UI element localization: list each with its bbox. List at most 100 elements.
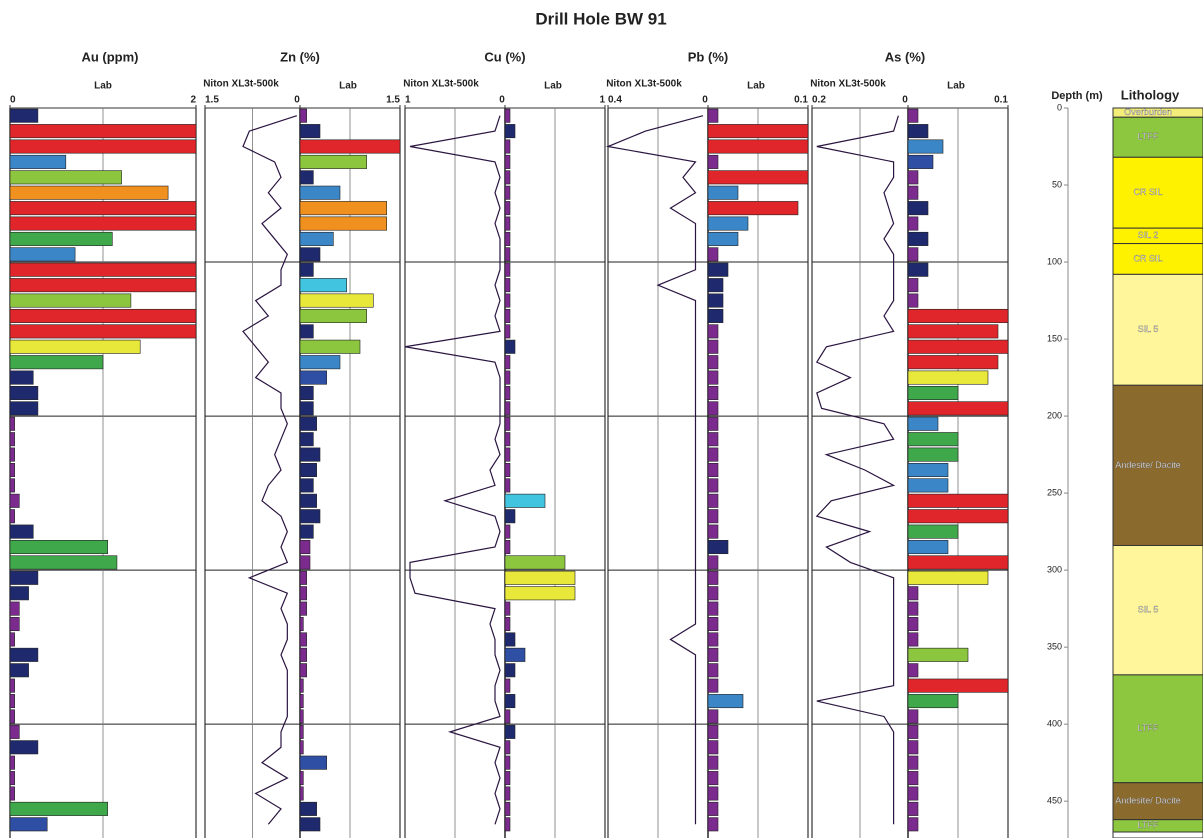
lab-bar [908, 417, 938, 430]
lab-bar [10, 109, 38, 122]
x-tick-label: 0.4 [608, 95, 622, 106]
lab-bar [10, 710, 15, 723]
lab-bar [10, 802, 108, 815]
lab-bar [300, 263, 313, 276]
lab-bar [300, 694, 303, 707]
lithology-label: SIL 5 [1138, 605, 1159, 615]
lab-bar [708, 217, 748, 230]
lab-bar [10, 756, 15, 769]
lab-bar [908, 802, 918, 815]
y-tick-label: 300 [1047, 565, 1062, 575]
lab-bar [300, 232, 333, 245]
lab-bar [300, 494, 317, 507]
lab-bar [708, 510, 718, 523]
lab-bar [300, 648, 307, 661]
lab-bar [708, 648, 718, 661]
lab-bar [505, 417, 510, 430]
lab-bar [908, 679, 1008, 692]
lab-bar [300, 756, 327, 769]
lab-bar [300, 140, 400, 153]
lab-bar [708, 787, 718, 800]
niton-label: Niton XL3t-500k [203, 79, 279, 90]
lab-bar [10, 201, 196, 214]
lab-bar [708, 355, 718, 368]
x-tick-label: 0.2 [812, 95, 826, 106]
lab-bar [908, 787, 918, 800]
lab-bar [708, 340, 718, 353]
lab-bar [10, 340, 140, 353]
lab-bar [505, 402, 510, 415]
lab-bar [505, 171, 510, 184]
lab-bar [708, 571, 718, 584]
lab-bar [10, 232, 112, 245]
lab-bar [300, 325, 313, 338]
lithology-label: SIL 5 [1138, 324, 1159, 334]
x-tick-label: 0 [294, 95, 300, 106]
y-tick-label: 350 [1047, 642, 1062, 652]
lab-bar [10, 818, 47, 831]
lab-bar [708, 756, 718, 769]
lab-bar [708, 155, 718, 168]
niton-line [405, 116, 500, 825]
lab-bar [708, 171, 808, 184]
lab-bar [908, 525, 958, 538]
lab-bar [10, 402, 38, 415]
lab-bar [505, 494, 545, 507]
lab-bar [300, 155, 367, 168]
lab-bar [300, 248, 320, 261]
lab-bar [10, 494, 19, 507]
lab-bar [505, 679, 510, 692]
lab-bar [300, 664, 307, 677]
lab-bar [10, 787, 15, 800]
lab-bar [10, 448, 15, 461]
lab-bar [505, 124, 515, 137]
lab-bar [300, 109, 307, 122]
lab-bar [10, 278, 196, 291]
lab-bar [908, 278, 918, 291]
lab-bar [505, 771, 510, 784]
y-tick-label: 250 [1047, 487, 1062, 497]
lab-bar [908, 818, 918, 831]
lab-bar [505, 432, 510, 445]
lab-bar [708, 587, 718, 600]
lab-bar [708, 248, 718, 261]
x-tick-label: 0.1 [794, 95, 808, 106]
lab-bar [708, 402, 718, 415]
y-tick-label: 100 [1047, 256, 1062, 266]
lithology-label: CR SIL [1133, 187, 1162, 197]
lab-bar [708, 556, 718, 569]
lab-bar [300, 617, 303, 630]
x-tick-label: 1 [599, 95, 605, 106]
lab-bar [708, 494, 718, 507]
lab-bar [10, 309, 196, 322]
lab-bar [300, 679, 303, 692]
lab-bar [505, 371, 510, 384]
lab-bar [505, 340, 515, 353]
niton-label: Niton XL3t-500k [403, 79, 479, 90]
lab-bar [10, 556, 117, 569]
lab-bar [908, 694, 958, 707]
lab-bar [505, 587, 575, 600]
lab-bar [505, 633, 515, 646]
lab-bar [505, 725, 515, 738]
lab-bar [10, 617, 19, 630]
lab-bar [908, 494, 1008, 507]
panel-title: Zn (%) [280, 49, 320, 64]
lab-bar [908, 294, 918, 307]
lab-bar [505, 217, 510, 230]
lab-bar [908, 617, 918, 630]
lab-bar [300, 741, 303, 754]
lab-label: Lab [947, 81, 965, 92]
lab-bar [300, 556, 310, 569]
lab-bar [505, 802, 510, 815]
lab-bar [908, 756, 918, 769]
panel-title: Au (ppm) [81, 49, 138, 64]
lab-bar [908, 510, 1008, 523]
lab-bar [708, 124, 808, 137]
lab-bar [708, 186, 738, 199]
lab-bar [908, 263, 928, 276]
x-tick-label: 1.5 [386, 95, 400, 106]
lab-bar [505, 155, 510, 168]
lab-bar [908, 248, 918, 261]
lab-bar [505, 325, 510, 338]
